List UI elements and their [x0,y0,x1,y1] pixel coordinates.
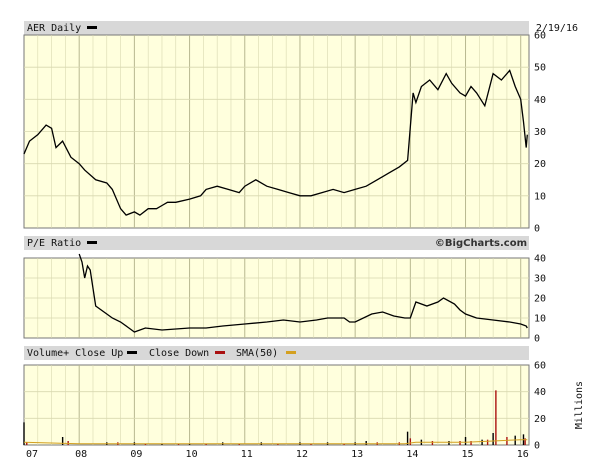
volume-panel: Volume+ Close Up Close Down SMA(50) 0 20 4… [23,346,585,452]
price-y-tick-label: 10 [534,191,546,202]
x-tick-label: 14 [406,449,418,460]
volume-y-axis: 0 20 40 60 [534,361,546,452]
pe-y-tick-label: 30 [534,274,546,285]
volume-unit-label: Millions [574,381,585,429]
price-panel-header [24,21,529,35]
pe-panel-title: P/E Ratio [27,238,81,249]
close-up-legend-swatch [127,351,137,354]
bigcharts-watermark: ©BigCharts.com [435,238,527,249]
volume-y-tick-label: 60 [534,361,546,372]
price-y-tick-label: 40 [534,95,546,106]
volume-sma-line [23,439,528,445]
price-series-line [23,69,528,216]
price-y-tick-label: 20 [534,159,546,170]
volume-y-tick-label: 40 [534,387,546,398]
price-y-axis: 0 10 20 30 40 50 60 [534,31,546,235]
close-down-legend-swatch [215,351,225,354]
x-tick-label: 12 [296,449,308,460]
price-panel-date: 2/19/16 [536,23,578,34]
price-panel: AER Daily 2/19/16 0 10 20 30 40 50 60 [23,21,578,235]
volume-y-tick-label: 20 [534,414,546,425]
x-tick-label: 10 [186,449,198,460]
price-y-tick-label: 0 [534,224,540,235]
pe-y-tick-label: 10 [534,314,546,325]
x-tick-label: 15 [462,449,474,460]
pe-panel-header [24,236,529,250]
x-axis-labels: 07 08 09 10 11 12 13 14 15 16 [26,449,529,460]
x-tick-label: 08 [75,449,87,460]
price-panel-title: AER Daily [27,23,81,34]
pe-y-tick-label: 0 [534,334,540,345]
price-y-tick-label: 30 [534,127,546,138]
close-down-legend-label: Close Down [149,348,209,359]
price-y-tick-label: 50 [534,63,546,74]
volume-panel-title: Volume+ Close Up [27,348,123,359]
volume-plot-area [23,364,530,446]
x-tick-label: 16 [517,449,529,460]
pe-y-tick-label: 20 [534,294,546,305]
sma-legend-swatch [286,351,296,354]
price-y-tick-label: 60 [534,31,546,42]
pe-y-axis: 0 10 20 30 40 [534,254,546,345]
x-tick-label: 13 [351,449,363,460]
price-legend-swatch [87,26,97,29]
pe-panel: P/E Ratio ©BigCharts.com 0 10 20 30 40 [23,236,546,345]
volume-panel-header [24,346,529,360]
price-grid [24,35,529,228]
x-tick-label: 07 [26,449,38,460]
pe-y-tick-label: 40 [534,254,546,265]
pe-legend-swatch [87,241,97,244]
sma-legend-label: SMA(50) [236,348,278,359]
x-tick-label: 09 [130,449,142,460]
x-tick-label: 11 [241,449,253,460]
pe-series-line [78,253,528,333]
volume-y-tick-label: 0 [534,441,540,452]
volume-grid [24,365,529,445]
